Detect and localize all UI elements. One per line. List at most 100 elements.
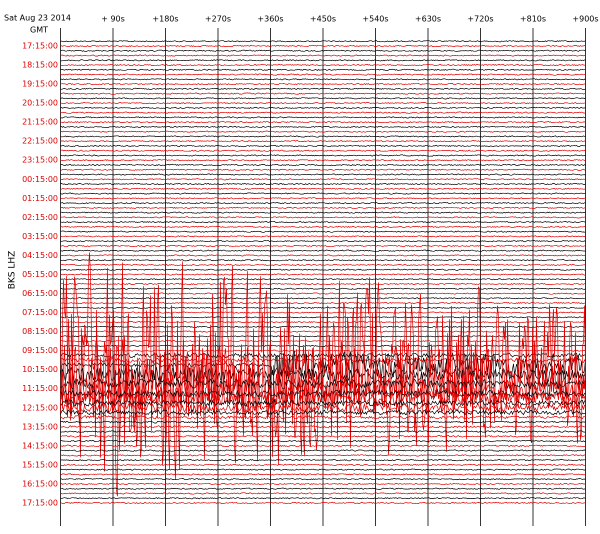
seismic-trace xyxy=(60,87,586,90)
seismic-trace xyxy=(60,130,586,133)
seismic-trace xyxy=(60,159,586,162)
seismic-trace xyxy=(60,154,586,157)
seismic-trace xyxy=(60,425,586,429)
seismic-trace xyxy=(60,240,586,243)
seismic-trace xyxy=(60,92,586,95)
seismic-trace xyxy=(60,259,586,262)
seismic-trace xyxy=(60,202,586,205)
row-label: 10:15:00 xyxy=(22,365,58,374)
seismic-trace xyxy=(60,197,586,200)
seismic-trace xyxy=(60,399,586,407)
seismic-trace xyxy=(60,44,586,48)
seismic-trace xyxy=(60,321,586,324)
row-label: 18:15:00 xyxy=(22,61,58,70)
seismic-trace xyxy=(60,468,586,471)
row-label: 08:15:00 xyxy=(22,327,58,336)
seismic-trace xyxy=(60,168,586,171)
seismic-trace xyxy=(60,54,586,57)
seismic-trace xyxy=(60,78,586,81)
seismic-trace xyxy=(60,389,586,398)
seismic-trace xyxy=(60,273,586,276)
row-label: 05:15:00 xyxy=(22,270,58,279)
row-label: 09:15:00 xyxy=(22,346,58,355)
seismic-trace xyxy=(60,287,586,290)
seismic-trace xyxy=(60,389,586,408)
seismic-trace xyxy=(60,225,586,228)
seismic-trace xyxy=(60,163,586,167)
row-label: 13:15:00 xyxy=(22,422,58,431)
seismic-trace xyxy=(60,178,586,181)
seismic-trace xyxy=(60,478,586,481)
seismic-trace xyxy=(60,263,586,266)
row-label: 23:15:00 xyxy=(22,156,58,165)
row-label: 00:15:00 xyxy=(22,175,58,184)
row-label: 19:15:00 xyxy=(22,80,58,89)
seismic-trace xyxy=(60,482,586,486)
seismic-trace xyxy=(60,268,586,271)
seismic-trace xyxy=(60,439,586,443)
seismic-trace xyxy=(60,135,586,138)
seismic-trace xyxy=(60,63,586,67)
seismic-trace xyxy=(60,501,586,505)
seismic-trace xyxy=(60,49,586,52)
seismic-trace xyxy=(60,187,586,190)
traces xyxy=(60,40,586,505)
seismic-trace xyxy=(60,116,586,119)
seismic-trace xyxy=(60,149,586,152)
seismic-trace xyxy=(60,144,586,148)
seismic-trace xyxy=(60,292,586,295)
row-label: 17:15:00 xyxy=(22,42,58,51)
seismic-trace xyxy=(60,434,586,438)
seismic-trace xyxy=(60,206,586,209)
row-label: 12:15:00 xyxy=(22,403,58,412)
seismic-trace xyxy=(60,102,586,105)
seismic-trace xyxy=(60,444,586,448)
seismic-trace xyxy=(60,278,586,281)
seismic-trace xyxy=(60,211,586,214)
x-tick-label: +720s xyxy=(467,15,493,24)
seismic-trace xyxy=(60,121,586,124)
x-tick-label: +900s xyxy=(572,15,598,24)
row-label: 02:15:00 xyxy=(22,213,58,222)
row-label: 22:15:00 xyxy=(22,137,58,146)
row-label: 11:15:00 xyxy=(22,384,58,393)
seismic-trace xyxy=(60,449,586,452)
seismic-trace xyxy=(60,192,586,195)
row-label: 20:15:00 xyxy=(22,99,58,108)
seismic-trace xyxy=(60,73,586,76)
seismic-trace xyxy=(60,463,586,467)
row-label: 21:15:00 xyxy=(22,118,58,127)
seismic-trace xyxy=(60,252,586,497)
x-tick-label: +630s xyxy=(415,15,441,24)
seismic-trace xyxy=(60,415,586,420)
seismic-trace xyxy=(60,430,586,433)
seismic-trace xyxy=(60,111,586,114)
seismic-trace xyxy=(60,492,586,495)
seismic-trace xyxy=(60,249,586,252)
seismic-trace xyxy=(60,420,586,424)
row-label: 14:15:00 xyxy=(22,441,58,450)
x-tick-label: +270s xyxy=(205,15,231,24)
seismic-trace xyxy=(60,402,586,413)
seismic-trace xyxy=(60,282,586,286)
seismic-trace xyxy=(60,473,586,476)
station: BKS LHZ xyxy=(8,251,18,290)
seismic-trace xyxy=(60,409,586,416)
row-label: 06:15:00 xyxy=(22,289,58,298)
x-tick-label: + 90s xyxy=(101,15,125,24)
date: Sat Aug 23 2014 xyxy=(4,14,71,23)
seismic-trace xyxy=(60,83,586,86)
grid xyxy=(60,28,586,526)
timezone: GMT xyxy=(30,26,48,35)
row-label: 15:15:00 xyxy=(22,460,58,469)
seismic-trace xyxy=(60,244,586,247)
seismic-trace xyxy=(60,454,586,457)
seismic-trace xyxy=(60,344,586,347)
seismic-trace xyxy=(60,487,586,490)
x-tick-label: +810s xyxy=(520,15,546,24)
seismic-trace xyxy=(60,40,586,43)
seismic-trace xyxy=(60,140,586,143)
seismic-trace xyxy=(60,316,586,319)
row-label: 17:15:00 xyxy=(22,498,58,507)
